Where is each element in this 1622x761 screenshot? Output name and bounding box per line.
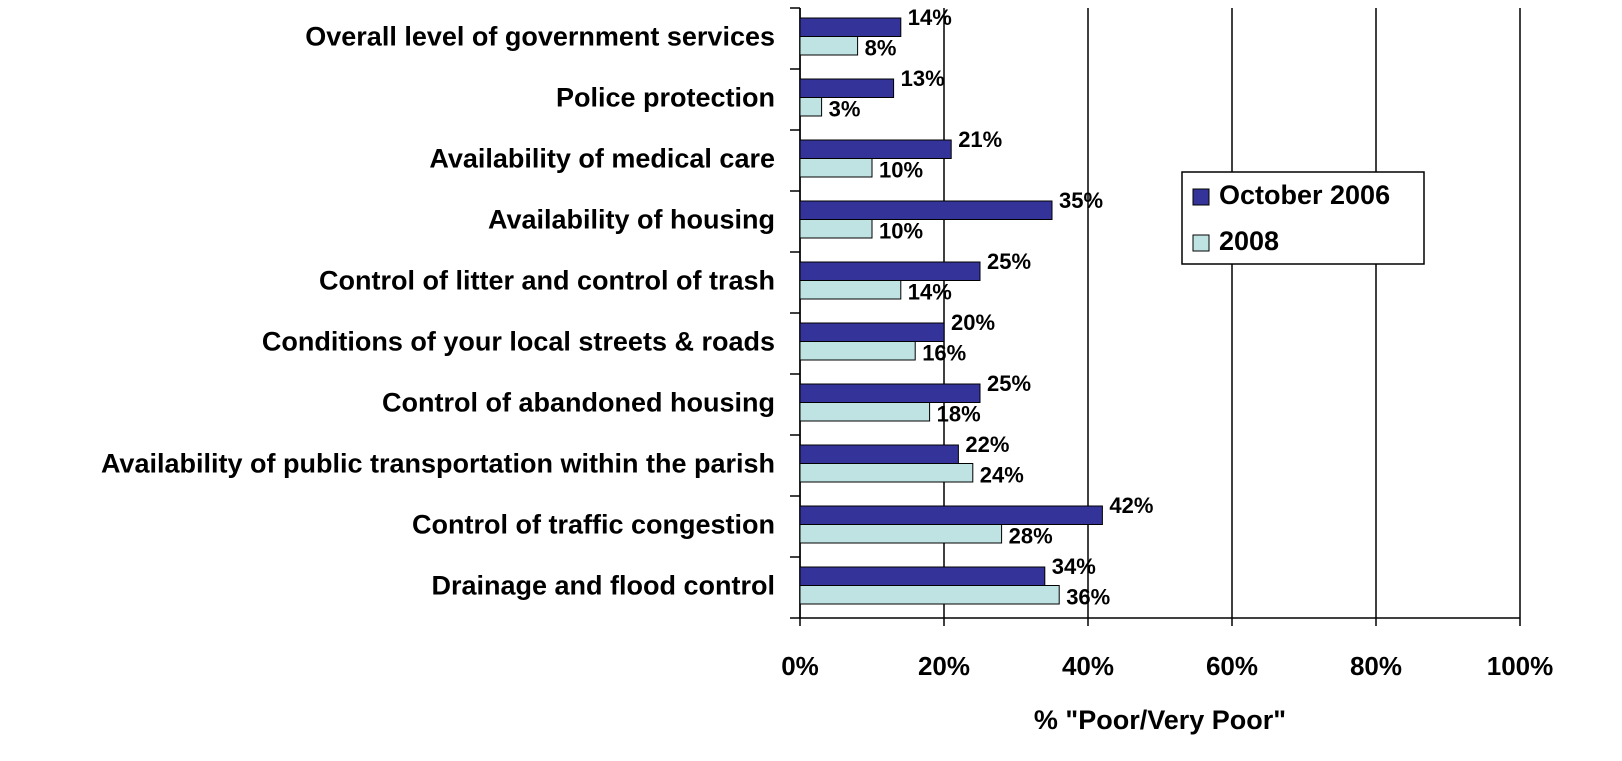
bar [799, 585, 1060, 605]
bar [799, 341, 916, 361]
data-label: 42% [1109, 493, 1153, 518]
data-label: 10% [879, 157, 923, 182]
bar [799, 78, 895, 98]
data-label: 13% [901, 66, 945, 91]
data-label: 21% [958, 127, 1002, 152]
x-tick-label: 40% [1062, 651, 1114, 681]
legend-box [1181, 171, 1425, 265]
data-label: 8% [865, 35, 897, 60]
bar [799, 17, 902, 37]
data-label: 24% [980, 462, 1024, 487]
legend-swatch [1192, 188, 1210, 206]
legend-label: October 2006 [1219, 180, 1390, 210]
data-label: 28% [1009, 523, 1053, 548]
category-label: Police protection [556, 83, 775, 113]
data-label: 25% [987, 249, 1031, 274]
category-label: Control of abandoned housing [382, 388, 775, 418]
bar [799, 402, 931, 422]
data-label: 3% [829, 96, 861, 121]
bar [799, 36, 859, 56]
legend-label: 2008 [1219, 226, 1279, 256]
legend-swatch [1192, 234, 1210, 252]
category-label: Control of litter and control of trash [319, 266, 775, 296]
bar [799, 322, 945, 342]
category-label: Conditions of your local streets & roads [262, 327, 775, 357]
bar [799, 200, 1053, 220]
category-label: Availability of housing [488, 205, 775, 235]
bar [799, 97, 823, 117]
category-label: Control of traffic congestion [412, 510, 775, 540]
bar [799, 158, 873, 178]
data-label: 14% [908, 279, 952, 304]
category-label: Overall level of government services [305, 22, 775, 52]
bar [799, 444, 959, 464]
data-label: 16% [922, 340, 966, 365]
data-label: 25% [987, 371, 1031, 396]
bar [799, 524, 1003, 544]
data-label: 36% [1066, 584, 1110, 609]
data-label: 22% [965, 432, 1009, 457]
category-label: Availability of medical care [429, 144, 775, 174]
x-tick-label: 0% [781, 651, 819, 681]
category-label: Availability of public transportation wi… [101, 449, 775, 479]
bar [799, 566, 1046, 586]
x-tick-label: 100% [1487, 651, 1554, 681]
x-axis-title: % "Poor/Very Poor" [1034, 705, 1286, 735]
category-label: Drainage and flood control [431, 571, 775, 601]
data-label: 35% [1059, 188, 1103, 213]
bar [799, 261, 981, 281]
data-label: 34% [1052, 554, 1096, 579]
bar [799, 505, 1103, 525]
data-label: 20% [951, 310, 995, 335]
bar [799, 280, 902, 300]
bar [799, 463, 974, 483]
data-label: 18% [937, 401, 981, 426]
bar [799, 219, 873, 239]
bar [799, 383, 981, 403]
data-label: 10% [879, 218, 923, 243]
x-tick-label: 60% [1206, 651, 1258, 681]
x-tick-label: 20% [918, 651, 970, 681]
data-label: 14% [908, 5, 952, 30]
x-tick-label: 80% [1350, 651, 1402, 681]
bar [799, 139, 952, 159]
